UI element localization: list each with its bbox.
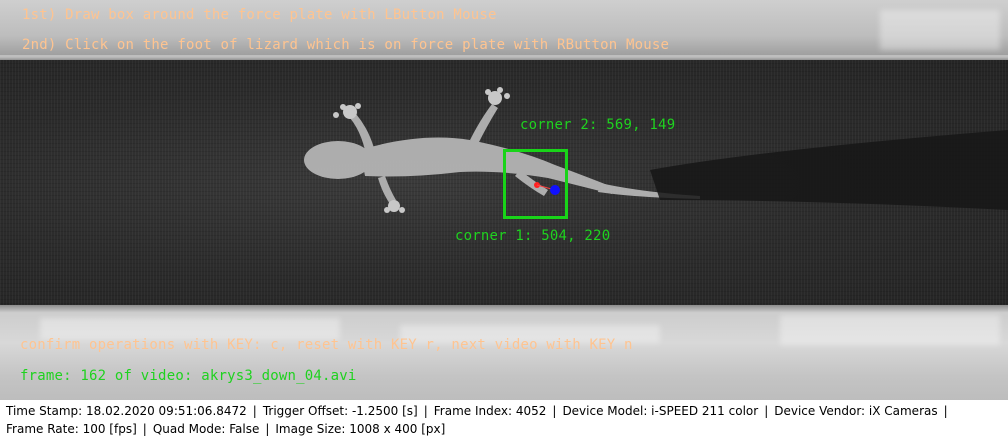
quad-mode: Quad Mode: False: [152, 422, 260, 436]
foot-markers: [534, 182, 560, 195]
bottom-glare-left: [40, 318, 340, 340]
device-model: Device Model: i-SPEED 211 color: [562, 404, 759, 418]
instruction-line-2: 2nd) Click on the foot of lizard which i…: [22, 37, 670, 53]
top-strip-edge: [0, 55, 1008, 61]
corner-1-label: corner 1: 504, 220: [455, 228, 611, 244]
foot-marker-blue[interactable]: [550, 185, 560, 195]
top-glare: [880, 10, 1000, 50]
lizard-silhouette: [304, 87, 1008, 213]
device-vendor: Device Vendor: iX Cameras: [774, 404, 938, 418]
bottom-glare-right: [780, 315, 1000, 345]
frame-rate: Frame Rate: 100 [fps]: [6, 422, 137, 436]
top-plexiglass-strip: [0, 0, 1008, 60]
status-line-2: Frame Rate: 100 [fps] | Quad Mode: False | I…: [6, 422, 446, 436]
bottom-glare-mid: [400, 325, 660, 343]
force-plate-box[interactable]: [503, 149, 568, 219]
time-stamp: Time Stamp: 18.02.2020 09:51:06.8472: [6, 404, 247, 418]
bottom-plexiglass-strip: [0, 305, 1008, 400]
frame-index: Frame Index: 4052: [433, 404, 547, 418]
corner-2-label: corner 2: 569, 149: [520, 117, 676, 133]
trigger-offset: Trigger Offset: -1.2500 [s]: [262, 404, 418, 418]
key-controls-hint: confirm operations with KEY: c, reset wi…: [20, 337, 633, 353]
metadata-status-bar: Time Stamp: 18.02.2020 09:51:06.8472 | Tri…: [0, 400, 1008, 440]
frame-info: frame: 162 of video: akrys3_down_04.avi: [20, 368, 357, 384]
status-line-1: Time Stamp: 18.02.2020 09:51:06.8472 | Tri…: [6, 404, 948, 418]
image-size: Image Size: 1008 x 400 [px]: [275, 422, 446, 436]
instruction-line-1: 1st) Draw box around the force plate wit…: [22, 7, 497, 23]
video-frame-canvas[interactable]: 1st) Draw box around the force plate wit…: [0, 0, 1008, 400]
